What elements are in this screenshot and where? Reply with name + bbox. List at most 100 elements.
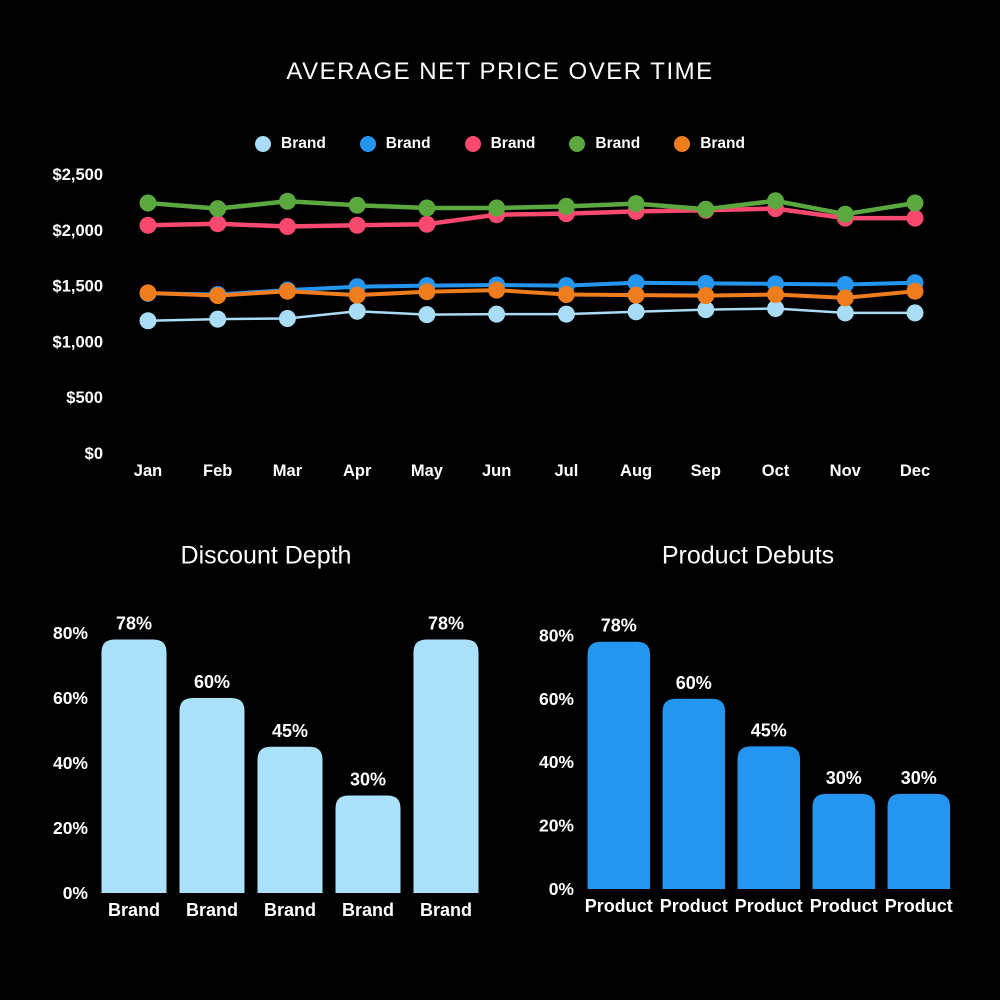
y-axis-tick: $1,500 — [53, 278, 103, 296]
x-axis-tick: Jun — [482, 462, 511, 480]
data-point — [627, 274, 645, 292]
legend-label: Brand — [595, 135, 641, 152]
data-point — [836, 304, 854, 322]
data-point — [488, 199, 506, 217]
bar-value-label: 60% — [194, 672, 230, 692]
y-axis-tick: 20% — [53, 818, 88, 838]
data-point — [627, 286, 645, 304]
data-point — [836, 289, 854, 307]
category-label: Brand — [264, 900, 316, 920]
category-label: Product — [660, 896, 728, 916]
data-point — [836, 205, 854, 223]
legend-label: Brand — [385, 135, 431, 152]
data-point — [627, 303, 645, 321]
data-point — [278, 282, 296, 300]
x-axis-tick: Apr — [343, 462, 372, 480]
x-axis-tick: Aug — [620, 462, 652, 480]
legend-item: Brand — [674, 135, 745, 153]
category-label: Brand — [342, 900, 394, 920]
category-label: Product — [810, 896, 878, 916]
data-point — [139, 194, 157, 212]
legend-dot-icon — [464, 136, 481, 152]
y-axis-tick: 80% — [539, 625, 574, 645]
data-point — [557, 286, 575, 303]
x-axis-tick: Jan — [134, 462, 162, 480]
data-point — [348, 196, 366, 214]
x-axis-tick: Oct — [762, 462, 790, 480]
legend-item: Brand — [359, 135, 431, 153]
data-point — [557, 197, 575, 215]
data-point — [418, 199, 436, 217]
bar — [662, 698, 726, 889]
data-point — [767, 300, 785, 317]
x-axis-tick: Mar — [273, 462, 303, 480]
bar — [335, 795, 401, 893]
x-axis-tick: Dec — [900, 462, 930, 480]
data-point — [697, 287, 715, 305]
debut-chart-title: Product Debuts — [661, 541, 835, 570]
legend-dot-icon — [255, 136, 271, 152]
line-series — [145, 206, 918, 229]
data-point — [557, 305, 575, 323]
legend-dot-icon — [359, 136, 376, 152]
y-axis-tick: 80% — [53, 623, 88, 643]
y-axis-tick: 20% — [539, 816, 574, 836]
data-point — [418, 306, 436, 324]
data-point — [348, 216, 366, 234]
line-series — [145, 198, 918, 217]
discount-bar-chart: 0% 20% 40% 60% 80% 78% Brand 60% Brand 45% Brand 30… — [53, 614, 479, 920]
bar-value-label: 45% — [751, 720, 787, 740]
y-axis-tick: 0% — [549, 879, 575, 899]
legend-label: Brand — [281, 135, 326, 152]
bar — [101, 639, 167, 893]
legend-label: Brand — [490, 135, 536, 152]
y-axis-tick: 0% — [63, 883, 89, 903]
bar-value-label: 60% — [676, 673, 712, 693]
data-point — [139, 284, 157, 302]
data-point — [697, 301, 715, 319]
legend-dot-icon — [674, 136, 691, 152]
y-axis-tick: 40% — [539, 752, 574, 772]
category-label: Brand — [186, 900, 238, 920]
data-point — [767, 286, 785, 303]
x-axis-tick: Feb — [203, 462, 232, 480]
data-point — [139, 312, 157, 330]
line-chart: $0 $500 $1,000 $1,500 $2,000 $2,500 Jan Feb Mar A… — [53, 166, 931, 480]
data-point — [209, 200, 227, 218]
discount-chart-title: Discount Depth — [180, 541, 352, 570]
category-label: Brand — [420, 900, 472, 920]
bar-value-label: 30% — [901, 768, 937, 788]
y-axis-tick: $1,000 — [53, 333, 103, 351]
category-label: Product — [585, 896, 653, 916]
bar — [737, 746, 801, 889]
bar-value-label: 78% — [601, 616, 637, 636]
data-point — [906, 194, 924, 212]
line-chart-legend: Brand Brand Brand Brand Brand — [0, 132, 1000, 156]
bar — [587, 641, 651, 889]
x-axis-tick: Jul — [554, 462, 578, 480]
bar — [887, 793, 951, 889]
bar-value-label: 78% — [428, 614, 464, 634]
data-point — [418, 283, 436, 301]
bar-value-label: 30% — [350, 770, 386, 790]
legend-dot-icon — [569, 136, 586, 152]
y-axis-tick: 60% — [539, 689, 574, 709]
debut-bar-chart: 0% 20% 40% 60% 80% 78% Product 60% Product 45% Pro… — [539, 616, 953, 916]
category-label: Product — [735, 896, 803, 916]
data-point — [348, 302, 366, 320]
line-series — [146, 307, 917, 323]
x-axis-tick: Sep — [691, 462, 721, 480]
y-axis-tick: $2,000 — [53, 222, 103, 240]
bar — [179, 698, 245, 893]
legend-label: Brand — [700, 135, 745, 152]
line-chart-title: AVERAGE NET PRICE OVER TIME — [286, 58, 714, 85]
y-axis-tick: 40% — [53, 753, 88, 773]
data-point — [278, 218, 296, 235]
data-point — [627, 195, 645, 213]
data-point — [278, 192, 296, 210]
y-axis-tick: $500 — [66, 389, 103, 407]
x-axis-tick: May — [411, 462, 444, 480]
data-point — [418, 215, 436, 233]
data-point — [767, 192, 785, 210]
data-point — [906, 282, 924, 300]
